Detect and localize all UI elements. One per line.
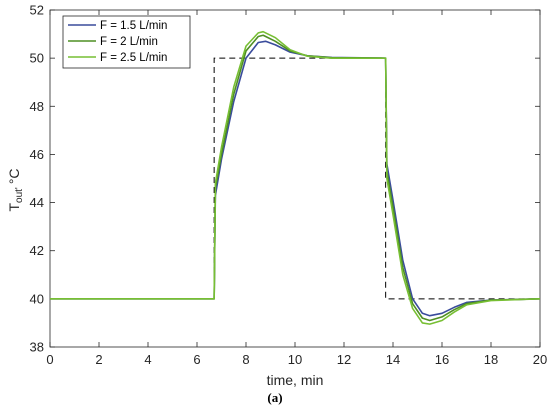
y-axis-label-main: T bbox=[6, 203, 22, 212]
series-line-3 bbox=[50, 30, 541, 325]
x-tick-label: 6 bbox=[193, 352, 200, 367]
y-axis-label-unit: °C bbox=[6, 168, 22, 184]
legend-label: F = 2 L/min bbox=[100, 36, 158, 48]
y-tick-label: 42 bbox=[30, 243, 44, 258]
x-tick-label: 16 bbox=[435, 352, 449, 367]
x-tick-label: 12 bbox=[337, 352, 351, 367]
legend-label: F = 1.5 L/min bbox=[100, 20, 167, 32]
series-layer bbox=[50, 30, 541, 325]
x-tick-label: 18 bbox=[484, 352, 498, 367]
y-axis-label-sub: out' bbox=[14, 187, 25, 203]
legend: F = 1.5 L/min F = 2 L/min F = 2.5 L/min bbox=[62, 15, 191, 69]
y-tick-label: 46 bbox=[30, 147, 44, 162]
x-tick-label: 8 bbox=[242, 352, 249, 367]
x-tick-label: 2 bbox=[95, 352, 102, 367]
x-tick-label: 10 bbox=[288, 352, 302, 367]
x-tick-label: 0 bbox=[46, 352, 53, 367]
figure-caption: (a) bbox=[267, 390, 282, 405]
y-tick-label: 48 bbox=[30, 99, 44, 114]
y-tick-label: 40 bbox=[30, 291, 44, 306]
x-tick-label: 20 bbox=[533, 352, 547, 367]
y-tick-label: 44 bbox=[30, 195, 44, 210]
x-axis-label: time, min bbox=[267, 372, 324, 388]
y-axis-label: Tout' °C bbox=[6, 168, 25, 211]
x-tick-label: 14 bbox=[386, 352, 400, 367]
x-tick-label: 4 bbox=[144, 352, 151, 367]
y-tick-label: 38 bbox=[30, 340, 44, 355]
y-tick-label: 50 bbox=[30, 51, 44, 66]
y-tick-label: 52 bbox=[30, 3, 44, 18]
legend-label: F = 2.5 L/min bbox=[100, 52, 167, 64]
